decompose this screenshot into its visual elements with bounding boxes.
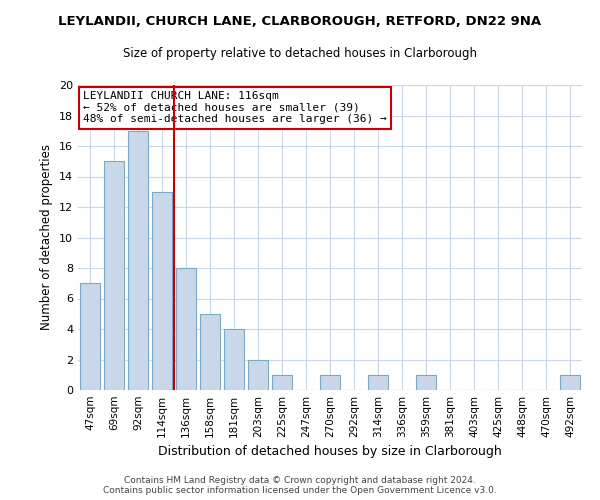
Bar: [416, 375, 436, 390]
Text: LEYLANDII, CHURCH LANE, CLARBOROUGH, RETFORD, DN22 9NA: LEYLANDII, CHURCH LANE, CLARBOROUGH, RET…: [58, 15, 542, 28]
Text: Contains HM Land Registry data © Crown copyright and database right 2024.
Contai: Contains HM Land Registry data © Crown c…: [103, 476, 497, 495]
Bar: [272, 375, 292, 390]
Bar: [128, 130, 148, 390]
Text: Size of property relative to detached houses in Clarborough: Size of property relative to detached ho…: [123, 48, 477, 60]
Bar: [320, 375, 340, 390]
Bar: [176, 268, 196, 390]
Bar: [560, 375, 580, 390]
Bar: [104, 161, 124, 390]
Y-axis label: Number of detached properties: Number of detached properties: [40, 144, 53, 330]
Bar: [80, 283, 100, 390]
Bar: [152, 192, 172, 390]
Bar: [368, 375, 388, 390]
Bar: [224, 329, 244, 390]
Text: LEYLANDII CHURCH LANE: 116sqm
← 52% of detached houses are smaller (39)
48% of s: LEYLANDII CHURCH LANE: 116sqm ← 52% of d…: [83, 91, 387, 124]
Bar: [200, 314, 220, 390]
Bar: [248, 360, 268, 390]
X-axis label: Distribution of detached houses by size in Clarborough: Distribution of detached houses by size …: [158, 446, 502, 458]
